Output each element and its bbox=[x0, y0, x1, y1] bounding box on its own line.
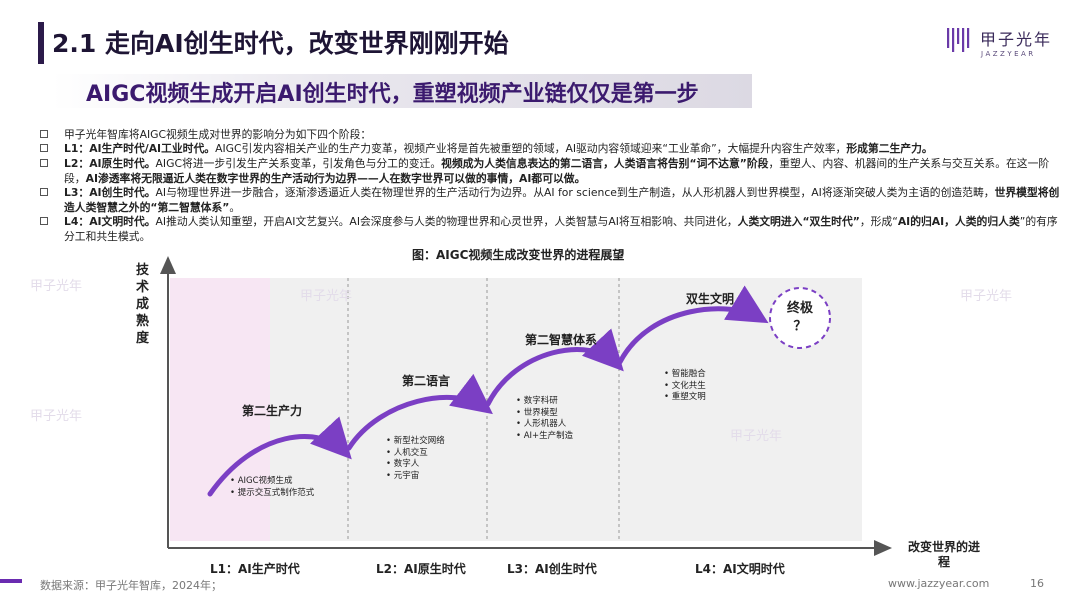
watermark-text: 甲子光年 bbox=[30, 408, 82, 423]
l2-body-1: AIGC将进一步引发生产关系变革，引发角色与分工的变迁。 bbox=[155, 157, 442, 170]
ultimate-line-1: 终极 bbox=[786, 301, 813, 316]
bullet-square-icon bbox=[40, 159, 48, 167]
stage-label-1: 第二生产力 bbox=[242, 404, 303, 418]
subtitle-band bbox=[52, 74, 752, 108]
list-item: 人形机器人 bbox=[516, 419, 573, 431]
l2-body-2: ，重塑人、内容、机器间的生产关系与交互关系。在这一阶段， bbox=[64, 157, 1050, 185]
l2-text: L2：AI原生时代。AIGC将进一步引发生产关系变革，引发角色与分工的变迁。视频… bbox=[64, 157, 1064, 187]
l3-bold-1: 世界模型将创造人类智慧之外的“第二智慧体系” bbox=[64, 186, 1060, 214]
l4-body-2: ，形成“ bbox=[859, 215, 898, 228]
era-label-l4: L4：AI文明时代 bbox=[695, 562, 785, 576]
era-label-l2: L2：AI原生时代 bbox=[376, 562, 466, 576]
subtitle: AIGC视频生成开启AI创生时代，重塑视频产业链仅仅是第一步 bbox=[86, 82, 699, 107]
figure-title: 图：AIGC视频生成改变世界的进程展望 bbox=[412, 248, 625, 262]
bullet-list-l1: AIGC视频生成 提示交互式制作范式 bbox=[230, 476, 315, 500]
stage-label-3: 第二智慧体系 bbox=[525, 333, 598, 347]
stage-label-4: 双生文明 bbox=[686, 292, 735, 306]
watermark-text: 甲子光年 bbox=[30, 278, 82, 293]
progress-curve-1 bbox=[207, 416, 352, 497]
ultimate-label: 终极 ？ bbox=[772, 300, 828, 336]
list-item: 人机交互 bbox=[386, 448, 445, 460]
progress-curve-2 bbox=[346, 373, 493, 451]
logo-text-en: JAZZYEAR bbox=[981, 50, 1036, 58]
progress-curve-3 bbox=[485, 328, 624, 407]
watermark-text: 甲子光年 bbox=[300, 288, 352, 303]
era-label-l3: L3：AI创生时代 bbox=[507, 562, 597, 576]
l4-bold-2: AI的归AI，人类的归人类 bbox=[897, 215, 1020, 228]
l2-head: L2：AI原生时代。 bbox=[64, 157, 156, 170]
list-item: 元宇宙 bbox=[386, 471, 445, 483]
l3-head: L3：AI创生时代。 bbox=[64, 186, 156, 199]
stage-label-2: 第二语言 bbox=[402, 374, 451, 388]
ultimate-circle bbox=[769, 287, 831, 349]
l4-text: L4：AI文明时代。AI推动人类认知重塑，开启AI文艺复兴。AI会深度参与人类的… bbox=[64, 215, 1064, 245]
bullet-list-l4: 智能融合 文化共生 重塑文明 bbox=[664, 369, 706, 404]
intro-text: 甲子光年智库将AIGC视频生成对世界的影响分为如下四个阶段： bbox=[64, 128, 372, 141]
list-item: 智能融合 bbox=[664, 369, 706, 381]
logo-icon bbox=[946, 26, 974, 58]
l1-bold-end: 形成第二生产力。 bbox=[846, 142, 933, 155]
page-number: 16 bbox=[1030, 577, 1044, 590]
l4-head: L4：AI文明时代。 bbox=[64, 215, 156, 228]
progress-curve-4 bbox=[617, 285, 769, 365]
logo-text-cn: 甲子光年 bbox=[980, 30, 1053, 49]
list-item: 数字科研 bbox=[516, 396, 573, 408]
era-label-l1: L1：AI生产时代 bbox=[210, 562, 300, 576]
footer-source: 数据来源：甲子光年智库，2024年； bbox=[40, 579, 222, 592]
l1-head: L1：AI生产时代/AI工业时代。 bbox=[64, 142, 216, 155]
x-axis-label: 改变世界的进程 bbox=[907, 540, 980, 569]
list-item: 新型社交网络 bbox=[386, 436, 445, 448]
l3-text: L3：AI创生时代。AI与物理世界进一步融合，逐渐渗透逼近人类在物理世界的生产活… bbox=[64, 186, 1064, 216]
bullet-square-icon bbox=[40, 130, 48, 138]
y-axis-label: 技术成熟度 bbox=[136, 263, 150, 346]
ultimate-line-2: ？ bbox=[793, 319, 807, 334]
page-title: 2.1 走向AI创生时代，改变世界刚刚开始 bbox=[52, 29, 509, 58]
bullet-list-l2: 新型社交网络 人机交互 数字人 元宇宙 bbox=[386, 436, 445, 482]
list-item: 数字人 bbox=[386, 459, 445, 471]
watermark-text: 甲子光年 bbox=[730, 428, 782, 443]
footer-accent-bar bbox=[0, 579, 22, 583]
bullet-list-l3: 数字科研 世界模型 人形机器人 AI+生产制造 bbox=[516, 396, 573, 442]
watermark-text: 甲子光年 bbox=[960, 288, 1012, 303]
l4-bold-1: 人类文明进入“双生时代” bbox=[737, 215, 860, 228]
l1-body: AIGC引发内容相关产业的生产力变革，视频产业将是首先被重塑的领域，AI驱动内容… bbox=[215, 142, 847, 155]
l4-body-3: ”的有序分工和共生模式。 bbox=[64, 215, 1058, 243]
l4-body-1: AI推动人类认知重塑，开启AI文艺复兴。AI会深度参与人类的物理世界和心灵世界，… bbox=[155, 215, 738, 228]
list-item: 重塑文明 bbox=[664, 392, 706, 404]
bullet-square-icon bbox=[40, 188, 48, 196]
bullet-square-icon bbox=[40, 217, 48, 225]
l1-text: L1：AI生产时代/AI工业时代。AIGC引发内容相关产业的生产力变革，视频产业… bbox=[64, 142, 1064, 157]
list-item: AIGC视频生成 bbox=[230, 476, 314, 488]
l2-bold-1: 视频成为人类信息表达的第二语言，人类语言将告别“词不达意”阶段 bbox=[441, 157, 769, 170]
list-item: 世界模型 bbox=[516, 408, 573, 420]
list-item: AI+生产制造 bbox=[516, 431, 573, 443]
footer-url[interactable]: www.jazzyear.com bbox=[888, 577, 990, 590]
l2-bold-2: AI渗透率将无限逼近人类在数字世界的生产活动行为边界——人在数字世界可以做的事情… bbox=[85, 171, 586, 185]
title-accent-bar bbox=[38, 22, 44, 64]
list-item: 提示交互式制作范式 bbox=[230, 488, 315, 500]
list-item: 文化共生 bbox=[664, 381, 706, 393]
l3-body-2: 。 bbox=[229, 200, 241, 214]
l3-body-1: AI与物理世界进一步融合，逐渐渗透逼近人类在物理世界的生产活动行为边界。从AI … bbox=[155, 186, 995, 199]
bullet-square-icon bbox=[40, 144, 48, 152]
